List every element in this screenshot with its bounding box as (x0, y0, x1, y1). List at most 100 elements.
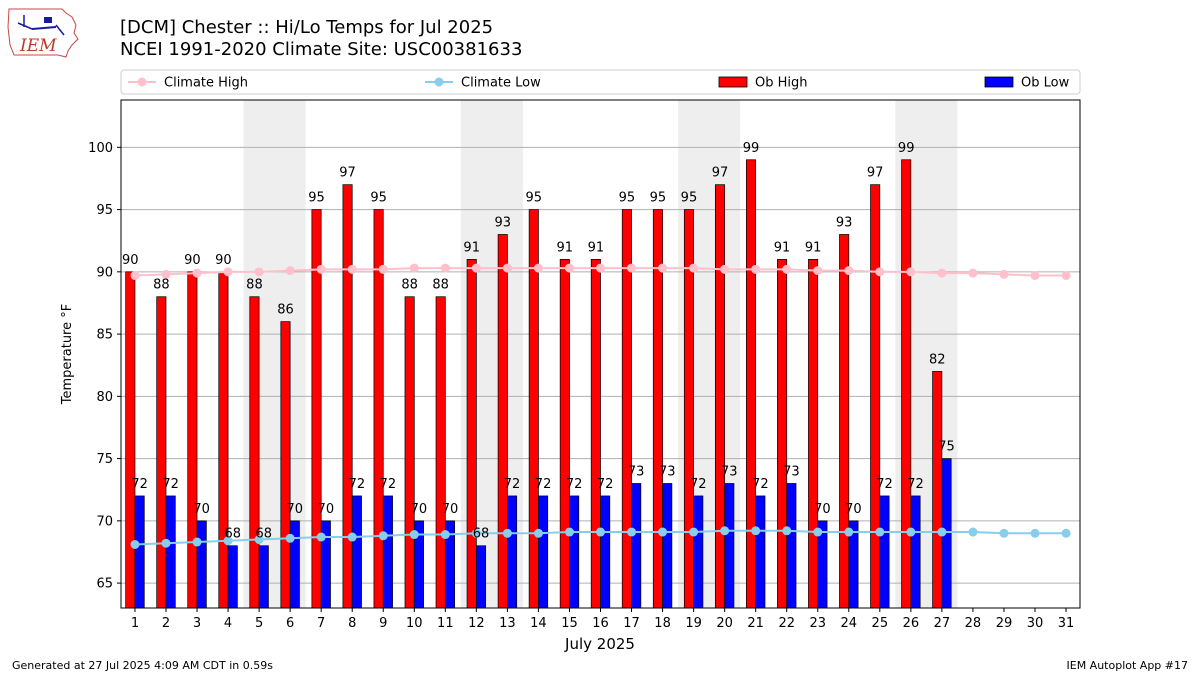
ob-high-bar (125, 271, 136, 608)
ob-high-bar (342, 184, 353, 608)
ob-low-value-label: 72 (597, 477, 614, 492)
x-tick-label: 21 (747, 616, 764, 631)
y-tick-label: 65 (96, 577, 113, 592)
x-tick-label: 19 (685, 616, 702, 631)
x-tick-label: 24 (841, 616, 858, 631)
ob-low-bar (227, 545, 238, 608)
legend-climate-high-marker (137, 77, 147, 87)
ob-low-value-label: 72 (752, 477, 769, 492)
climate-low-point (502, 528, 512, 538)
ob-high-bar (808, 259, 819, 608)
ob-low-bar (258, 545, 269, 608)
chart-subtitle: NCEI 1991-2020 Climate Site: USC00381633 (120, 39, 523, 60)
y-tick-label: 100 (88, 141, 113, 156)
ob-high-bar (528, 209, 539, 608)
x-tick-label: 3 (193, 616, 201, 631)
climate-high-point (689, 263, 699, 273)
climate-low-point (1030, 528, 1040, 538)
ob-high-value-label: 91 (463, 240, 480, 255)
legend-climate-low-label: Climate Low (461, 76, 541, 91)
app-credit: IEM Autoplot App #17 (1066, 659, 1189, 672)
ob-low-bar (538, 495, 549, 608)
ob-low-bar (351, 495, 362, 608)
climate-low-point (254, 535, 264, 545)
legend-ob-low-label: Ob Low (1021, 76, 1070, 91)
climate-high-point (844, 266, 854, 276)
ob-high-value-label: 95 (526, 191, 543, 206)
climate-low-point (937, 527, 947, 537)
plot-area: 6570758085909510090728872907090688868867… (88, 99, 1081, 631)
x-tick-label: 28 (965, 616, 982, 631)
ob-low-bar (165, 495, 176, 608)
climate-low-point (875, 527, 885, 537)
x-tick-label: 7 (317, 616, 325, 631)
x-tick-label: 26 (903, 616, 920, 631)
x-tick-label: 9 (379, 616, 387, 631)
ob-high-bar (187, 271, 198, 608)
legend-ob-high-label: Ob High (755, 76, 808, 91)
ob-low-bar (196, 520, 207, 608)
ob-low-bar (476, 545, 487, 608)
climate-high-point (533, 263, 543, 273)
ob-high-bar (404, 296, 415, 608)
climate-high-point (285, 266, 295, 276)
climate-low-point (627, 527, 637, 537)
ob-high-value-label: 88 (401, 278, 418, 293)
ob-high-value-label: 91 (588, 240, 605, 255)
climate-low-point (658, 527, 668, 537)
ob-low-bar (879, 495, 890, 608)
ob-low-bar (600, 495, 611, 608)
ob-high-value-label: 82 (929, 352, 946, 367)
climate-low-point (813, 527, 823, 537)
climate-low-point (130, 540, 140, 549)
climate-high-point (440, 263, 450, 273)
x-tick-label: 6 (286, 616, 294, 631)
climate-high-point (1061, 271, 1071, 281)
x-tick-label: 23 (809, 616, 826, 631)
ob-high-value-label: 86 (277, 303, 294, 318)
ob-low-value-label: 72 (504, 477, 521, 492)
climate-low-point (844, 527, 854, 537)
climate-low-point (316, 532, 326, 542)
climate-low-point (968, 527, 978, 537)
ob-high-bar (466, 259, 477, 608)
climate-low-point (999, 528, 1009, 538)
ob-high-value-label: 91 (774, 240, 791, 255)
y-tick-label: 90 (96, 265, 113, 280)
ob-high-bar (746, 159, 757, 608)
ob-high-bar (156, 296, 167, 608)
ob-high-bar (683, 209, 694, 608)
climate-high-point (596, 263, 605, 273)
climate-low-point (689, 527, 699, 537)
climate-high-point (937, 268, 947, 278)
ob-low-bar (289, 520, 300, 608)
climate-low-point (751, 526, 761, 536)
ob-low-bar (786, 483, 797, 608)
ob-low-value-label: 70 (442, 502, 459, 517)
ob-low-bar (910, 495, 921, 608)
ob-low-value-label: 70 (318, 502, 335, 517)
ob-low-value-label: 72 (162, 477, 179, 492)
ob-high-bar (373, 209, 384, 608)
climate-high-point (502, 263, 512, 273)
ob-high-value-label: 88 (432, 278, 449, 293)
ob-low-bar (631, 483, 642, 608)
ob-high-value-label: 93 (494, 215, 511, 230)
climate-low-point (533, 528, 543, 538)
climate-low-point (564, 527, 574, 537)
ob-low-bar (382, 495, 393, 608)
ob-high-bar (652, 209, 663, 608)
ob-high-value-label: 95 (308, 191, 325, 206)
x-tick-label: 20 (716, 616, 733, 631)
climate-high-point (161, 269, 171, 279)
ob-low-bar (413, 520, 424, 608)
climate-low-point (347, 532, 357, 542)
ob-low-value-label: 73 (628, 464, 645, 479)
ob-high-value-label: 91 (805, 240, 822, 255)
ob-low-bar (724, 483, 735, 608)
ob-low-value-label: 72 (876, 477, 893, 492)
generated-timestamp: Generated at 27 Jul 2025 4:09 AM CDT in … (12, 659, 273, 672)
ob-low-value-label: 70 (411, 502, 428, 517)
x-tick-label: 18 (654, 616, 671, 631)
